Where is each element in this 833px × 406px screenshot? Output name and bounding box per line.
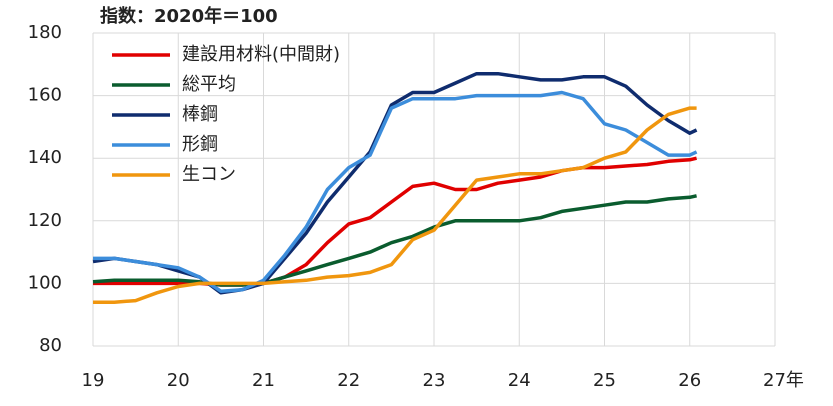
legend-label: 形鋼 — [182, 134, 218, 155]
y-tick-label: 160 — [28, 85, 62, 106]
x-tick-label: 19 — [82, 370, 105, 391]
chart-title: 指数：2020年＝100 — [100, 5, 278, 27]
x-tick-label: 27年 — [763, 370, 804, 391]
legend-label: 総平均 — [182, 74, 236, 95]
series-line — [92, 194, 697, 287]
y-tick-label: 140 — [28, 147, 62, 168]
x-tick-label: 23 — [423, 370, 446, 391]
y-tick-label: 180 — [28, 22, 62, 43]
x-tick-label: 24 — [508, 370, 531, 391]
x-tick-label: 21 — [252, 370, 275, 391]
legend-label: 棒鋼 — [182, 104, 218, 125]
y-tick-label: 120 — [28, 210, 62, 231]
series-line — [93, 106, 697, 304]
x-tick-label: 25 — [593, 370, 616, 391]
y-tick-label: 100 — [28, 272, 62, 293]
x-tick-label: 20 — [167, 370, 190, 391]
x-tick-label: 22 — [337, 370, 360, 391]
series-line — [93, 90, 698, 293]
y-tick-label: 80 — [39, 335, 62, 356]
legend-label: 生コン — [182, 164, 236, 185]
x-tick-label: 26 — [678, 370, 701, 391]
legend-label: 建設用材料(中間財) — [182, 44, 340, 65]
